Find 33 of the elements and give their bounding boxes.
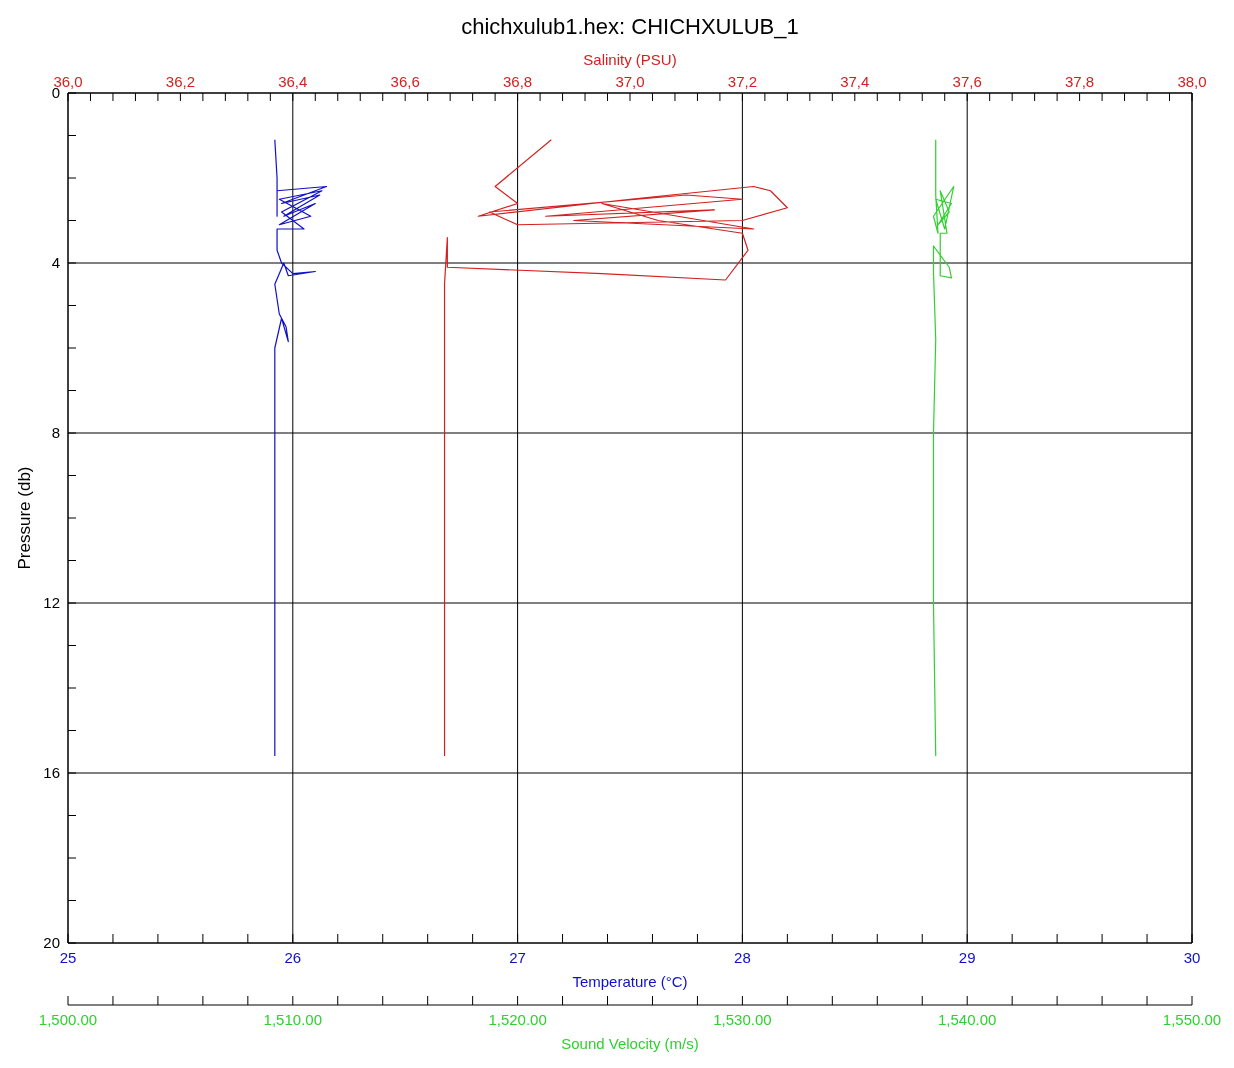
x2-tick-label: 37,8	[1065, 73, 1095, 90]
x2-tick-label: 36,6	[390, 73, 420, 90]
y-axis-title: Pressure (db)	[15, 466, 34, 570]
y-tick-label: 8	[51, 424, 60, 441]
x-tick-label: 25	[59, 949, 77, 966]
x-tick-label: 26	[284, 949, 302, 966]
x-axis-title: Sound Velocity (m/s)	[561, 1035, 699, 1052]
x2-tick-label: 36,8	[503, 73, 533, 90]
x-tick-label: 1,520.00	[488, 1011, 547, 1028]
x-tick-label: 27	[509, 949, 526, 966]
chart-title: chichxulub1.hex: CHICHXULUB_1	[461, 14, 799, 39]
x-tick-label: 1,530.00	[713, 1011, 772, 1028]
x-tick-label: 30	[1183, 949, 1201, 966]
line-series	[274, 139, 328, 757]
x2-tick-label: 36,2	[165, 73, 195, 90]
x-tick-label: 1,550.00	[1162, 1011, 1222, 1028]
x-axis-title: Temperature (°C)	[572, 973, 688, 990]
y-tick-label: 12	[43, 594, 60, 611]
y-tick-label: 4	[51, 254, 60, 271]
x2-axis-title: Salinity (PSU)	[583, 51, 677, 68]
x2-tick-label: 36,4	[278, 73, 308, 90]
y-tick-label: 20	[43, 934, 60, 951]
x2-tick-label: 38,0	[1177, 73, 1207, 90]
x2-tick-label: 37,0	[615, 73, 645, 90]
x-tick-label: 1,500.00	[38, 1011, 98, 1028]
y-tick-label: 16	[43, 764, 60, 781]
x-tick-label: 1,510.00	[263, 1011, 322, 1028]
x-tick-label: 29	[958, 949, 976, 966]
x2-tick-label: 37,6	[952, 73, 982, 90]
x2-tick-label: 37,4	[840, 73, 870, 90]
x-tick-label: 28	[734, 949, 751, 966]
x2-tick-label: 37,2	[727, 73, 757, 90]
x-tick-label: 1,540.00	[938, 1011, 997, 1028]
